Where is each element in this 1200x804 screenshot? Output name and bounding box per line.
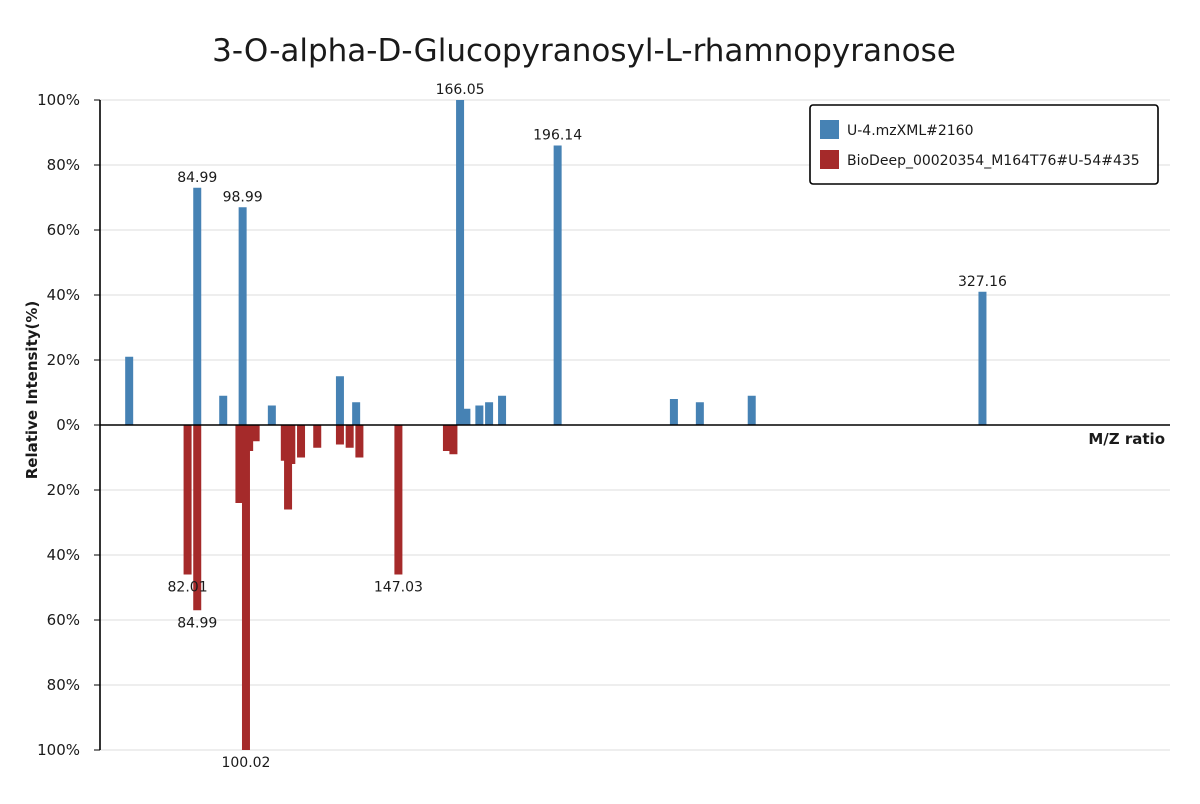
sample-peak-bar bbox=[456, 100, 465, 425]
reference-peak-bar bbox=[442, 425, 451, 451]
sample-peak-bar bbox=[978, 291, 987, 425]
sample-peak-label: 327.16 bbox=[958, 274, 1007, 290]
reference-peak-bar bbox=[287, 425, 296, 464]
sample-peak-label: 166.05 bbox=[436, 82, 485, 98]
y-tick-label: 80% bbox=[47, 676, 80, 694]
reference-peak-label: 84.99 bbox=[177, 615, 217, 631]
reference-peak-bar bbox=[449, 425, 458, 455]
sample-peak-bar bbox=[238, 207, 247, 425]
y-tick-label: 100% bbox=[37, 91, 80, 109]
reference-peak-bar bbox=[313, 425, 322, 448]
gridlines bbox=[100, 99, 1170, 751]
reference-peak-bar bbox=[183, 425, 192, 575]
legend-label-sample: U-4.mzXML#2160 bbox=[847, 123, 973, 139]
y-tick-label: 60% bbox=[47, 611, 80, 629]
sample-peak-label: 196.14 bbox=[533, 128, 582, 144]
y-tick-label: 40% bbox=[47, 546, 80, 564]
legend: U-4.mzXML#2160 BioDeep_00020354_M164T76#… bbox=[809, 104, 1159, 185]
reference-peak-bar bbox=[284, 425, 293, 510]
sample-peak-bar bbox=[352, 402, 361, 425]
y-tick-label: 80% bbox=[47, 156, 80, 174]
sample-peak-bar bbox=[669, 399, 678, 425]
legend-swatch-sample bbox=[820, 120, 839, 139]
reference-peak-bar bbox=[394, 425, 403, 575]
chart-title: 3-O-alpha-D-Glucopyranosyl-L-rhamnopyran… bbox=[212, 33, 956, 69]
reference-peak-bar bbox=[193, 425, 202, 611]
sample-peak-bar bbox=[485, 402, 494, 425]
sample-peak-bar bbox=[747, 395, 756, 425]
sample-peak-bar bbox=[475, 405, 484, 425]
reference-peak-bar bbox=[297, 425, 306, 458]
y-tick-label: 0% bbox=[56, 416, 80, 434]
y-tick-label: 60% bbox=[47, 221, 80, 239]
peak-labels: 84.99 98.99 166.05 196.14 327.16 82.01 84.99 10… bbox=[168, 82, 1008, 771]
reference-peak-bar bbox=[345, 425, 354, 448]
x-axis-title: M/Z ratio bbox=[1088, 430, 1165, 448]
y-axis-title: Relative Intensity(%) bbox=[23, 301, 41, 480]
sample-peak-label: 98.99 bbox=[223, 189, 263, 205]
y-tick-label: 20% bbox=[47, 351, 80, 369]
reference-peak-bar bbox=[245, 425, 254, 451]
sample-peak-bar bbox=[335, 376, 344, 425]
sample-peak-bar bbox=[219, 395, 228, 425]
legend-swatch-reference bbox=[820, 150, 839, 169]
reference-peak-label: 100.02 bbox=[221, 755, 270, 771]
reference-peak-bar bbox=[241, 425, 250, 750]
sample-peak-bar bbox=[125, 356, 134, 425]
y-tick-label: 40% bbox=[47, 286, 80, 304]
sample-peak-label: 84.99 bbox=[177, 170, 217, 186]
sample-peak-bar bbox=[498, 395, 507, 425]
sample-peak-bar bbox=[193, 187, 202, 425]
sample-peak-bar bbox=[695, 402, 704, 425]
reference-peak-label: 82.01 bbox=[168, 580, 208, 596]
legend-box bbox=[809, 104, 1159, 185]
reference-peak-bar bbox=[235, 425, 244, 503]
bars bbox=[125, 100, 987, 750]
y-tick-label: 100% bbox=[37, 741, 80, 759]
sample-peak-bar bbox=[553, 145, 562, 425]
legend-label-reference: BioDeep_00020354_M164T76#U-54#435 bbox=[847, 153, 1140, 169]
reference-peak-bar bbox=[335, 425, 344, 445]
y-tick-label: 20% bbox=[47, 481, 80, 499]
reference-peak-label: 147.03 bbox=[374, 580, 423, 596]
reference-peak-bar bbox=[355, 425, 364, 458]
sample-peak-bar bbox=[267, 405, 276, 425]
axes: 100% 80% 60% 40% 20% 0% 20% 40% 60% 80% 100% bbox=[37, 91, 1170, 759]
sample-peak-bar bbox=[462, 408, 471, 425]
reference-peak-bar bbox=[251, 425, 260, 442]
